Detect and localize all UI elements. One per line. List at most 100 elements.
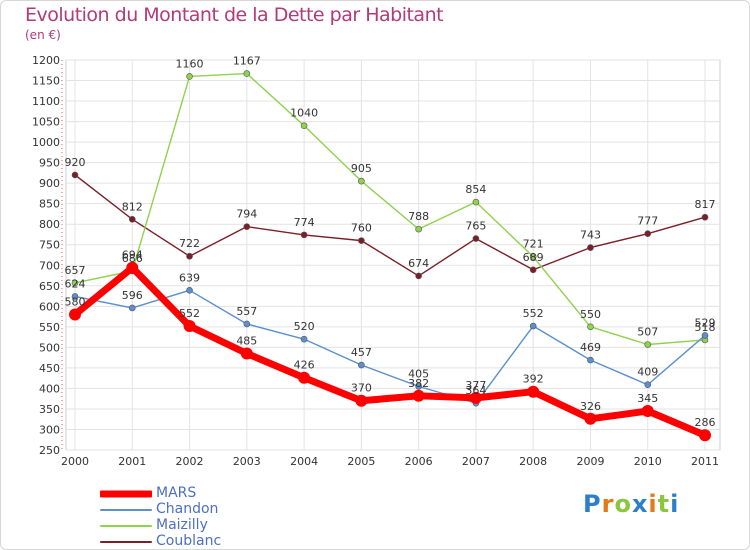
y-tick-label: 800 [39,218,60,231]
data-label-chandon: 596 [122,289,143,302]
data-label-mars: 286 [695,416,716,429]
data-point-coublanc [587,244,594,251]
y-tick-label: 300 [39,423,60,436]
data-point-maizilly [472,198,480,206]
data-label-mars: 580 [65,296,86,309]
data-point-mars [641,405,654,417]
data-point-maizilly [300,122,308,129]
data-label-mars: 392 [523,373,544,386]
data-point-coublanc [644,230,652,237]
data-point-maizilly [415,225,422,233]
legend-label: MARS [156,485,197,501]
x-tick-label: 2010 [634,455,662,468]
data-label-chandon: 529 [695,316,716,329]
data-point-chandon [644,381,652,389]
logo-letter: P [583,490,602,518]
data-point-mars [527,385,540,398]
data-point-chandon [186,287,193,294]
legend-item-coublanc: Coublanc [100,533,300,550]
data-label-coublanc: 722 [179,237,200,250]
data-label-mars: 326 [580,400,601,413]
legend-item-maizilly: Maizilly [100,517,300,534]
data-point-chandon [128,304,136,312]
data-point-coublanc [128,215,136,223]
y-tick-label: 900 [39,177,60,190]
logo-letter: i [670,490,680,518]
y-tick-label: 1050 [32,116,60,129]
chart-title: Evolution du Montant de la Dette par Hab… [25,4,444,26]
data-point-coublanc [243,223,251,230]
data-point-coublanc [529,266,537,274]
data-label-maizilly: 788 [408,210,429,223]
data-label-chandon: 405 [408,367,429,380]
data-label-coublanc: 774 [294,216,315,229]
data-point-chandon [587,356,594,364]
axis-layer: 250 300 350 400 450 500 550 600 650 700 750 800 850 9… [32,54,719,468]
y-tick-label: 500 [39,341,60,354]
x-tick-label: 2006 [405,455,433,468]
data-label-chandon: 520 [294,320,315,333]
y-tick-label: 450 [39,362,60,375]
chart-subtitle: (en €) [25,28,61,42]
data-label-maizilly: 905 [351,162,372,175]
data-point-coublanc [472,235,480,242]
logo-letter: o [614,490,632,518]
data-label-maizilly: 1167 [233,55,261,68]
data-point-coublanc [186,252,193,260]
legend-swatch [100,509,152,511]
x-tick-label: 2002 [176,455,204,468]
x-tick-label: 2009 [576,455,604,468]
data-label-maizilly: 657 [65,264,86,277]
data-point-mars [412,389,425,402]
data-label-chandon: 639 [179,271,200,284]
data-point-mars [298,371,311,384]
data-point-mars [469,391,482,404]
data-point-mars [355,394,368,407]
data-label-mars: 377 [465,379,486,392]
data-point-maizilly [529,253,537,260]
data-label-mars: 485 [236,335,257,348]
data-point-maizilly [186,73,193,80]
data-point-coublanc [71,171,79,179]
data-label-mars: 382 [408,377,429,390]
y-tick-label: 350 [39,403,60,416]
data-label-mars: 694 [122,249,143,262]
logo-letter: r [601,490,615,518]
y-tick-label: 600 [39,300,60,313]
data-point-chandon [529,322,537,330]
y-tick-label: 1000 [32,136,60,149]
data-point-maizilly [644,341,652,348]
data-label-chandon: 457 [351,346,372,359]
x-tick-label: 2001 [118,455,146,468]
legend: MARS Chandon Maizilly Coublanc [100,485,300,550]
data-point-mars [699,429,711,442]
data-point-chandon [415,383,422,390]
legend-label: Coublanc [156,533,222,549]
legend-swatch [100,525,152,527]
data-label-coublanc: 674 [408,257,429,270]
data-label-chandon: 409 [637,366,658,379]
data-label-mars: 345 [637,392,658,405]
logo-letter: i [648,490,658,518]
data-label-maizilly: 507 [637,325,658,338]
legend-label: Chandon [156,501,219,517]
grid-layer [65,59,721,451]
y-tick-label: 650 [39,280,60,293]
data-label-maizilly: 686 [122,252,143,265]
data-point-mars [183,320,196,333]
data-point-coublanc [358,237,365,244]
plot-area [65,59,721,451]
logo-letter: x [631,490,649,518]
data-label-chandon: 557 [236,305,257,318]
data-point-chandon [243,320,251,328]
data-point-chandon [358,361,365,369]
x-tick-label: 2007 [462,455,490,468]
legend-item-mars: MARS [100,485,300,502]
y-tick-label: 250 [39,444,60,457]
y-tick-label: 750 [39,239,60,252]
data-label-chandon: 624 [65,277,86,290]
data-label-mars: 426 [294,359,315,372]
data-label-maizilly: 550 [580,308,601,321]
